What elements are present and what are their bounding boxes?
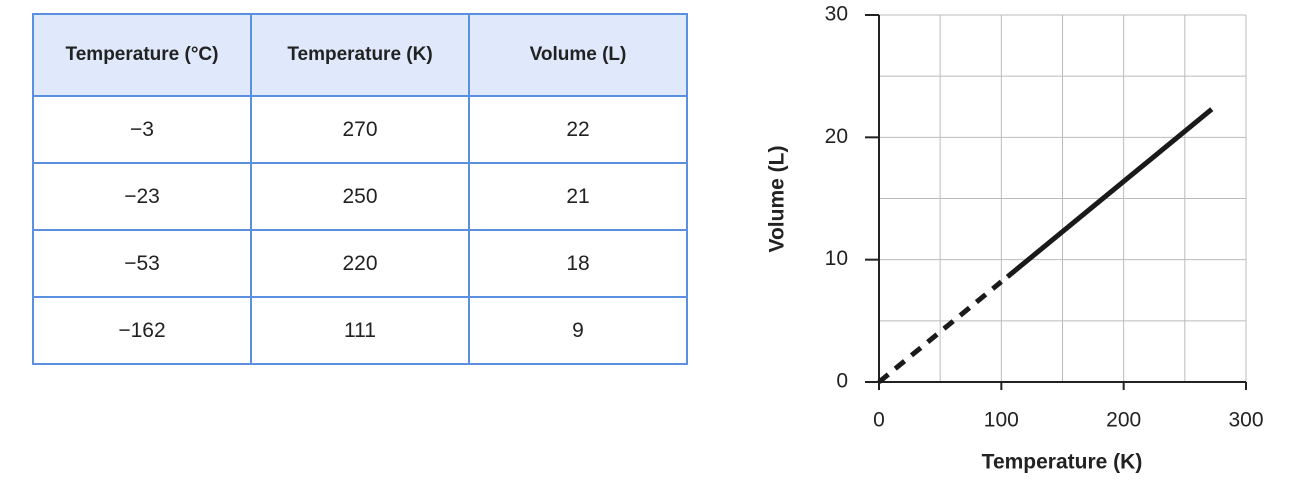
- y-tick-label: 20: [825, 125, 848, 148]
- table-cell: 250: [250, 162, 470, 231]
- table-cell: −53: [32, 229, 252, 298]
- y-tick-label: 0: [836, 370, 848, 393]
- table-cell: 9: [468, 296, 688, 365]
- table-cell: 270: [250, 95, 470, 164]
- table-row: −53 220 18: [32, 229, 688, 298]
- table-row: −3 270 22: [32, 95, 688, 164]
- header-cell: Temperature (°C): [32, 13, 252, 97]
- table-cell: 21: [468, 162, 688, 231]
- data-line: [877, 279, 1003, 384]
- x-tick-label: 0: [873, 409, 885, 432]
- table-cell: 18: [468, 229, 688, 298]
- x-axis-label: Temperature (K): [982, 451, 1143, 474]
- table-cell: −23: [32, 162, 252, 231]
- y-tick-label: 30: [825, 3, 848, 26]
- x-tick-label: 300: [1228, 409, 1263, 432]
- table-cell: 220: [250, 229, 470, 298]
- table-cell: 22: [468, 95, 688, 164]
- table-cell: 111: [250, 296, 470, 365]
- table-row: −162 111 9: [32, 296, 688, 365]
- y-tick-label: 10: [825, 247, 848, 270]
- y-axis-label: Volume (L): [766, 146, 789, 253]
- header-cell: Volume (L): [468, 13, 688, 97]
- table-body: −3 270 22 −23 250 21 −53 220 18 −162 111 9: [32, 95, 688, 365]
- data-table: Temperature (°C) Temperature (K) Volume (L…: [32, 13, 688, 365]
- x-tick-label: 100: [984, 409, 1019, 432]
- header-row: Temperature (°C) Temperature (K) Volume (L…: [32, 13, 688, 97]
- x-tick-label: 200: [1106, 409, 1141, 432]
- table-cell: −3: [32, 95, 252, 164]
- data-line: [1005, 107, 1214, 279]
- table-cell: −162: [32, 296, 252, 365]
- table-row: −23 250 21: [32, 162, 688, 231]
- header-cell: Temperature (K): [250, 13, 470, 97]
